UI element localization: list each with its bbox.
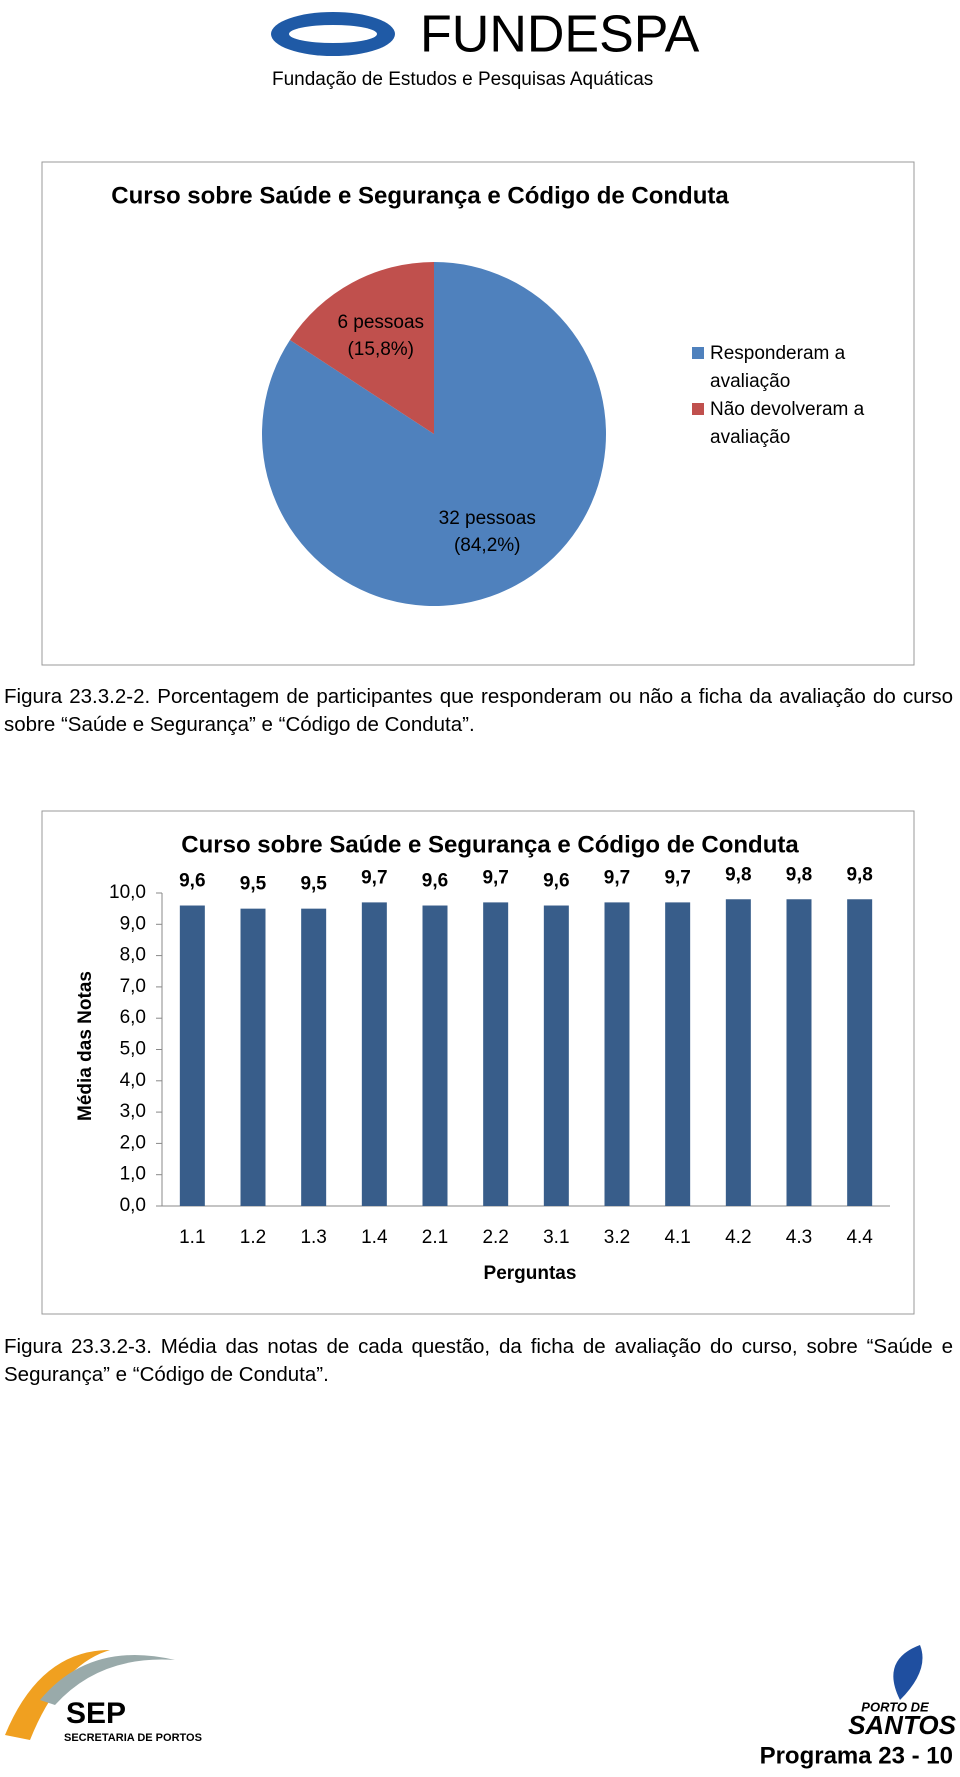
- sep-logo-mark: [40, 1655, 175, 1705]
- x-tick-label: 3.2: [604, 1227, 630, 1248]
- bar: [725, 899, 751, 1206]
- data-label: 9,7: [482, 867, 508, 888]
- y-tick-label: 6,0: [120, 1007, 146, 1028]
- x-axis-title: Perguntas: [484, 1263, 577, 1284]
- x-tick-label: 1.2: [240, 1227, 266, 1248]
- legend-label: Responderam a avaliação: [710, 343, 846, 392]
- logo-mark: [289, 25, 377, 43]
- x-tick-label: 2.1: [422, 1227, 448, 1248]
- x-tick-label: 1.4: [361, 1227, 388, 1248]
- bar: [543, 905, 569, 1206]
- y-tick-label: 3,0: [120, 1101, 146, 1122]
- data-label: 6 pessoas (15,8%): [337, 311, 425, 360]
- x-tick-label: 4.2: [725, 1227, 751, 1248]
- x-tick-label: 1.1: [179, 1227, 205, 1248]
- logo-subtitle: Fundação de Estudos e Pesquisas Aquática…: [272, 69, 653, 90]
- data-label: 32 pessoas (84,2%): [438, 508, 536, 557]
- x-tick-label: 1.3: [300, 1227, 326, 1248]
- y-tick-label: 7,0: [120, 976, 146, 997]
- y-tick-label: 5,0: [120, 1039, 146, 1060]
- data-label: 9,7: [361, 867, 387, 888]
- bar: [847, 899, 873, 1206]
- legend: Responderam a avaliação Não devolveram a …: [692, 340, 902, 452]
- bar: [361, 902, 387, 1206]
- bar: [483, 902, 509, 1206]
- bar: [301, 908, 327, 1206]
- data-label: 9,8: [725, 864, 751, 885]
- chart-frame: [41, 810, 915, 1315]
- bar: [665, 902, 691, 1206]
- y-tick-label: 1,0: [120, 1164, 146, 1185]
- data-label: 9,5: [240, 874, 267, 895]
- logo-title: FUNDESPA: [420, 6, 700, 64]
- pie-slice: [261, 262, 606, 606]
- y-tick-label: 8,0: [120, 945, 146, 966]
- y-tick-label: 4,0: [120, 1070, 146, 1091]
- page-number: Programa 23 - 10: [760, 1742, 953, 1769]
- x-tick-label: 4.3: [786, 1227, 812, 1248]
- x-tick-label: 4.4: [846, 1227, 873, 1248]
- chart-title: Curso sobre Saúde e Segurança e Código d…: [181, 831, 799, 858]
- sep-logo-text: SEP: [66, 1697, 126, 1730]
- pie-slice: [289, 262, 434, 434]
- figure-caption: Figura 23.3.2-3. Média das notas de cada…: [4, 1335, 953, 1386]
- y-tick-label: 2,0: [120, 1132, 146, 1153]
- y-tick-label: 9,0: [120, 913, 146, 934]
- x-tick-label: 2.2: [482, 1227, 508, 1248]
- pie-chart: Curso sobre Saúde e Segurança e Código d…: [111, 182, 729, 606]
- bar-chart: Curso sobre Saúde e Segurança e Código d…: [75, 831, 890, 1284]
- x-tick-label: 3.1: [543, 1227, 569, 1248]
- santos-logo-text: PORTO DE: [861, 1699, 929, 1714]
- sep-logo-mark: [5, 1650, 110, 1740]
- data-label: 9,8: [846, 864, 872, 885]
- bar: [604, 902, 630, 1206]
- bar: [240, 908, 266, 1206]
- data-label: 9,6: [422, 871, 448, 892]
- figure-caption: Figura 23.3.2-2. Porcentagem de particip…: [4, 685, 953, 736]
- bar: [179, 905, 205, 1206]
- data-label: 9,6: [179, 871, 205, 892]
- sep-logo-subtitle: SECRETARIA DE PORTOS: [64, 1732, 202, 1744]
- data-label: 9,5: [300, 874, 327, 895]
- data-label: 9,8: [786, 864, 812, 885]
- y-tick-label: 0,0: [120, 1195, 146, 1216]
- legend-label: Não devolveram a avaliação: [710, 399, 865, 448]
- data-label: 9,7: [604, 867, 630, 888]
- x-tick-label: 4.1: [664, 1227, 690, 1248]
- bar: [786, 899, 812, 1206]
- y-axis-title: Média das Notas: [75, 971, 96, 1121]
- legend-swatch: [692, 403, 704, 415]
- legend-item: Responderam a avaliação: [692, 340, 902, 396]
- data-label: 9,7: [664, 867, 690, 888]
- data-label: 9,6: [543, 871, 569, 892]
- legend-item: Não devolveram a avaliação: [692, 396, 902, 452]
- santos-logo-text: SANTOS: [848, 1710, 957, 1740]
- chart-title: Curso sobre Saúde e Segurança e Código d…: [111, 182, 729, 209]
- santos-logo-mark: [893, 1645, 923, 1700]
- legend-swatch: [692, 347, 704, 359]
- y-tick-label: 10,0: [109, 882, 146, 903]
- bar: [422, 905, 448, 1206]
